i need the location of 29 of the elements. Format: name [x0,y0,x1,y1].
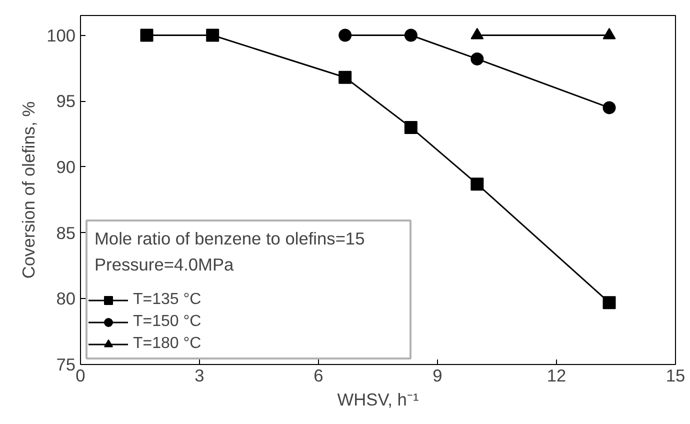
x-tick-label: 15 [666,366,686,386]
point [404,28,418,42]
point [140,28,154,42]
point [602,101,616,114]
x-tick-label: 12 [546,366,566,386]
legend-label: T=135 °C [133,291,202,309]
x-tick-label: 9 [432,366,442,386]
point [602,296,616,310]
y-axis-title: Coversion of olefins, % [18,101,39,279]
y-tick-label: 80 [56,288,76,309]
y-tick-label: 85 [56,222,76,243]
point [404,120,418,134]
x-tick-label: 3 [194,366,204,386]
point [338,28,352,42]
y-tick-label: 100 [46,25,76,46]
point [470,52,484,66]
legend-label: T=150 °C [133,313,202,331]
legend-label: T=180 °C [133,335,202,353]
point [338,70,352,84]
x-axis-title: WHSV, h⁻¹ [337,390,419,410]
annotation: Pressure=4.0MPa [94,254,234,274]
annotation: Mole ratio of benzene to olefins=15 [94,228,365,248]
point [206,28,220,42]
x-tick-label: 0 [76,366,86,386]
y-tick-label: 95 [56,91,76,112]
point [470,178,484,191]
y-tick-label: 90 [56,156,76,177]
y-tick-label: 75 [56,354,76,374]
x-tick-label: 6 [314,366,324,386]
